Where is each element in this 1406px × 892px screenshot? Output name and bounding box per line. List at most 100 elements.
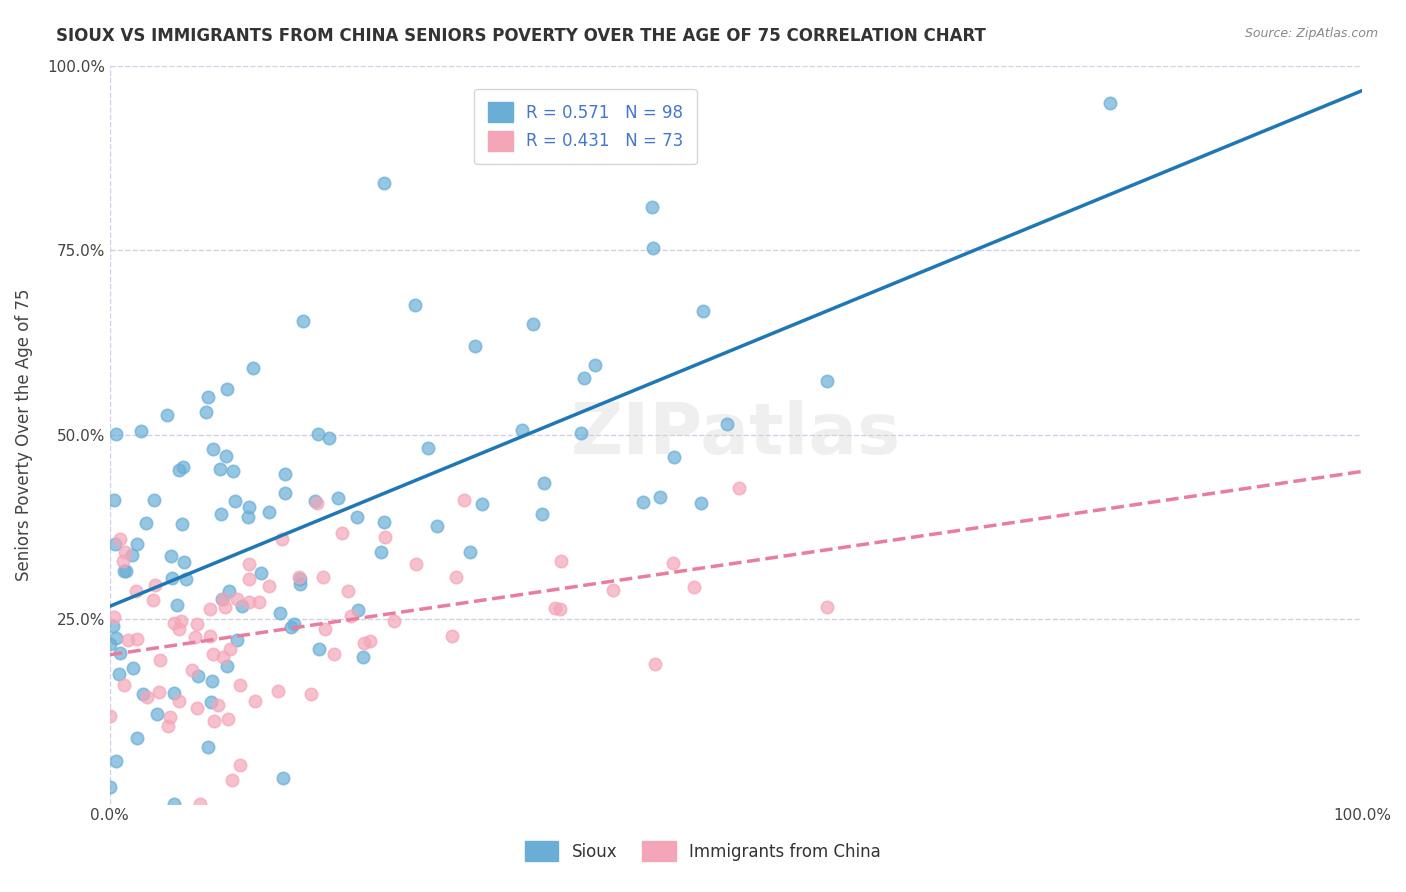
Point (103, 493, 125, 508)
Point (170, 517, 193, 532)
Point (218, 584, 240, 599)
Legend: Sioux, Immigrants from China: Sioux, Immigrants from China (512, 828, 894, 875)
Point (197, 740, 219, 755)
Point (218, 642, 240, 657)
Point (211, 591, 233, 606)
Point (583, 358, 606, 372)
Point (641, 200, 664, 214)
Point (312, 570, 335, 584)
Point (114, 545, 136, 559)
Point (273, 467, 295, 481)
Point (692, 303, 714, 318)
Point (156, 409, 179, 423)
Point (148, 685, 170, 699)
Point (238, 557, 260, 571)
Point (162, 571, 184, 585)
Text: ZIPatlas: ZIPatlas (571, 401, 901, 469)
Point (104, 754, 127, 768)
Point (229, 678, 252, 692)
Point (98, 708, 121, 723)
Point (136, 690, 159, 704)
Point (304, 494, 326, 508)
Point (125, 537, 148, 551)
Point (259, 579, 281, 593)
Point (291, 314, 314, 328)
Point (229, 757, 252, 772)
Point (209, 508, 232, 522)
Point (307, 496, 329, 510)
Y-axis label: Seniors Poverty Over the Age of 75: Seniors Poverty Over the Age of 75 (15, 288, 32, 581)
Point (127, 731, 149, 745)
Point (105, 427, 128, 442)
Point (550, 553, 572, 567)
Point (115, 565, 138, 579)
Point (201, 673, 224, 688)
Point (162, 616, 184, 631)
Point (163, 686, 186, 700)
Point (340, 609, 363, 624)
Point (728, 481, 751, 495)
Point (149, 653, 172, 667)
Point (307, 427, 329, 442)
Point (662, 556, 685, 570)
Point (444, 570, 467, 584)
Legend: R = 0.571   N = 98, R = 0.431   N = 73: R = 0.571 N = 98, R = 0.431 N = 73 (474, 88, 697, 164)
Point (159, 549, 181, 563)
Point (186, 701, 208, 715)
Point (453, 493, 475, 508)
Point (221, 772, 243, 787)
Point (112, 564, 135, 578)
Point (135, 516, 157, 531)
Point (1099, 95, 1122, 110)
Point (98, 780, 121, 795)
Point (662, 450, 685, 464)
Point (215, 450, 238, 464)
Point (440, 629, 463, 643)
Point (510, 423, 533, 437)
Point (208, 462, 231, 476)
Point (471, 497, 494, 511)
Point (274, 486, 297, 500)
Point (531, 507, 554, 521)
Point (280, 620, 302, 634)
Point (648, 490, 671, 504)
Point (103, 610, 125, 624)
Point (221, 464, 243, 478)
Point (225, 592, 247, 607)
Point (174, 572, 197, 586)
Point (815, 600, 838, 615)
Point (533, 475, 555, 490)
Point (142, 492, 165, 507)
Point (287, 570, 309, 584)
Point (352, 650, 374, 665)
Point (217, 712, 239, 726)
Point (544, 601, 567, 615)
Point (326, 491, 349, 506)
Point (370, 545, 392, 559)
Point (108, 532, 131, 546)
Point (187, 668, 209, 682)
Point (299, 687, 322, 701)
Point (198, 629, 221, 643)
Point (122, 661, 145, 675)
Point (211, 592, 233, 607)
Point (125, 584, 148, 599)
Point (217, 382, 239, 396)
Point (318, 431, 340, 445)
Point (522, 317, 544, 331)
Point (184, 630, 207, 644)
Point (180, 663, 202, 677)
Point (373, 176, 395, 190)
Point (716, 417, 738, 432)
Point (111, 554, 134, 568)
Point (200, 602, 222, 616)
Point (683, 580, 706, 594)
Point (247, 595, 270, 609)
Point (110, 646, 132, 660)
Point (98, 638, 121, 652)
Point (131, 687, 153, 701)
Point (249, 566, 271, 581)
Point (212, 650, 235, 665)
Point (108, 667, 131, 681)
Point (169, 463, 191, 477)
